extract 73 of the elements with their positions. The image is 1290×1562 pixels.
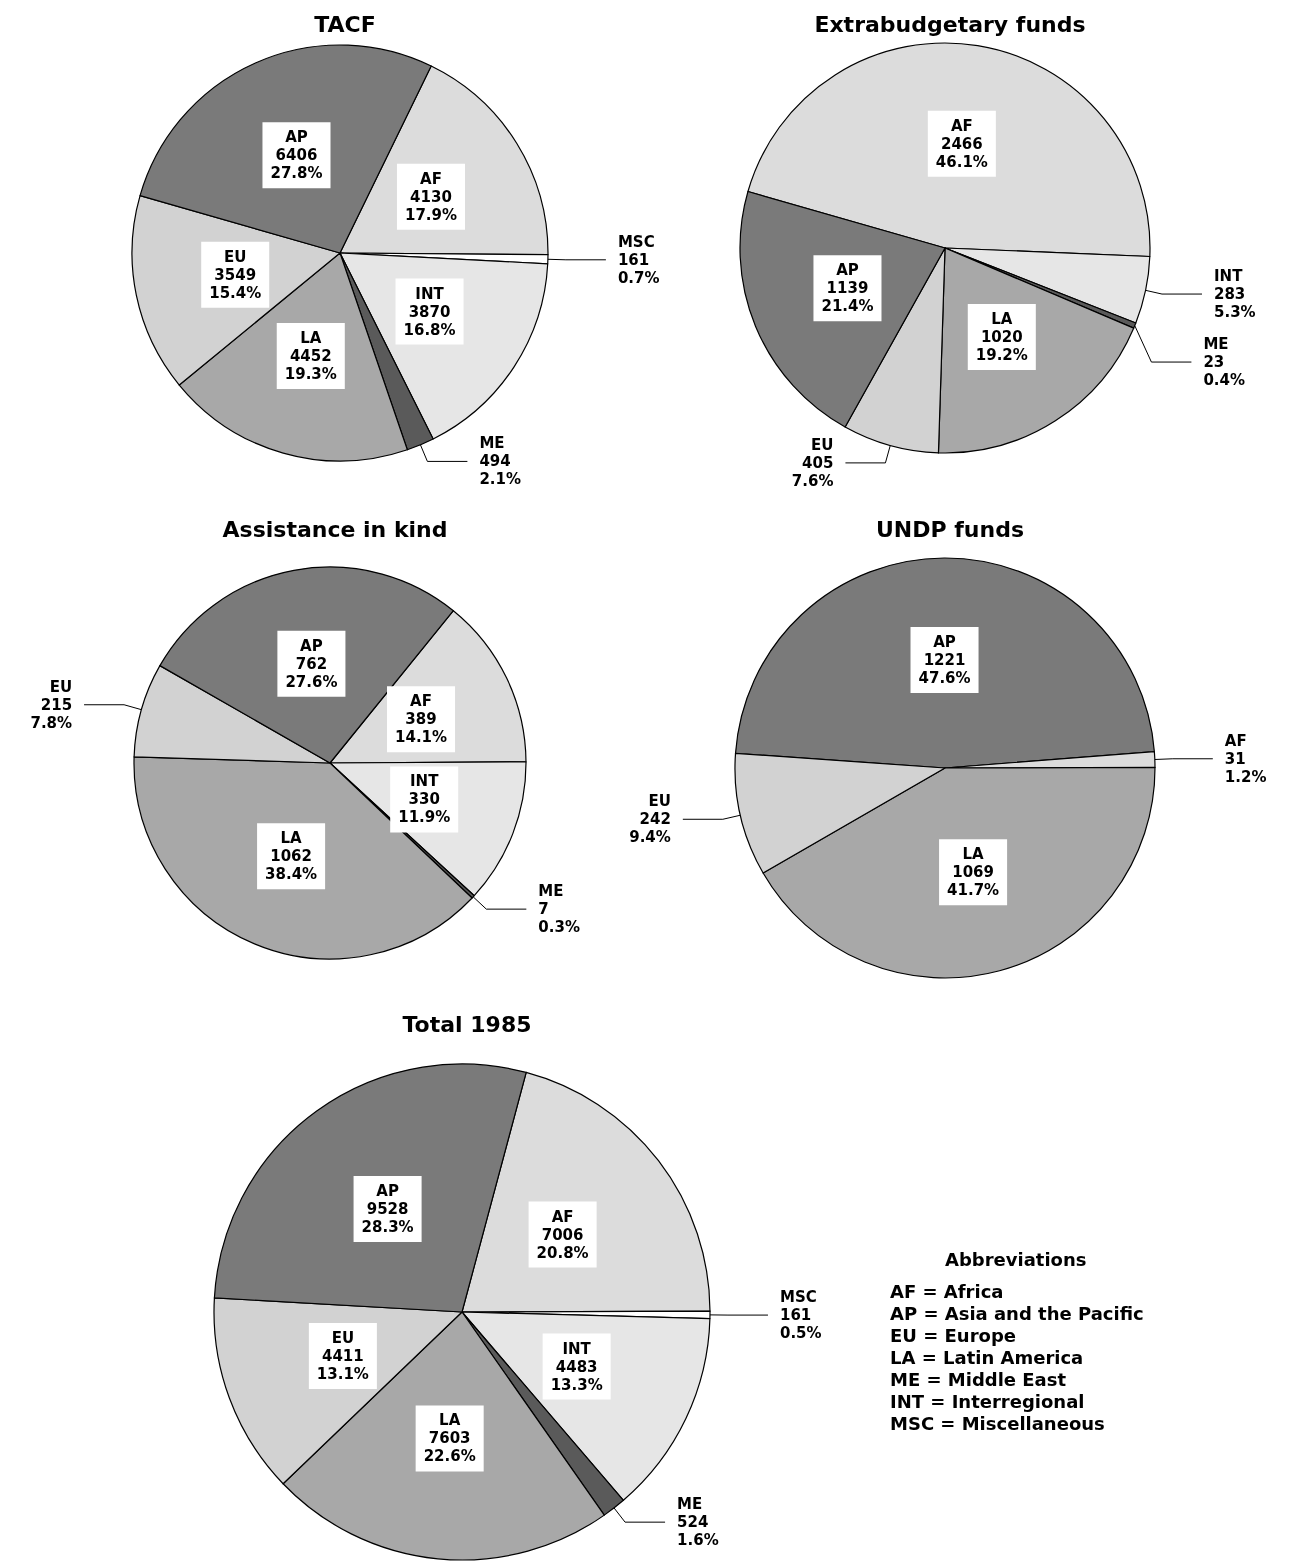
slice-label: MSC xyxy=(779,1288,817,1307)
data-label: 1020 19.2% xyxy=(975,327,1028,364)
slice-label: LA xyxy=(300,328,322,347)
text: INT = Interregional xyxy=(890,1390,1085,1412)
data-label: 3870 16.8% xyxy=(403,302,456,339)
slice-label: EU xyxy=(224,247,247,266)
slice-label: AP xyxy=(376,1182,399,1201)
chart-title: Total 1985 xyxy=(402,1011,532,1037)
slice-label: INT xyxy=(410,772,440,791)
slice-label: ME xyxy=(479,434,505,453)
data-label: 2466 46.1% xyxy=(935,134,988,171)
data-label: 494 2.1% xyxy=(479,452,522,489)
data-label: 4483 13.3% xyxy=(550,1357,603,1394)
text: LA = Latin America xyxy=(890,1346,1084,1368)
data-label: 330 11.9% xyxy=(398,790,451,827)
slice-label: AF xyxy=(420,169,442,188)
slice-label: ME xyxy=(1203,335,1229,354)
slice-label: AP xyxy=(300,636,323,655)
chart-title: TACF xyxy=(314,11,376,37)
data-label: 4452 19.3% xyxy=(284,346,337,383)
text: AF = Africa xyxy=(890,1280,1004,1302)
data-label: 7 0.3% xyxy=(538,900,580,937)
data-label: 389 14.1% xyxy=(395,710,448,747)
data-label: 762 27.6% xyxy=(285,654,338,691)
data-label: 215 7.8% xyxy=(30,695,73,732)
slice-label: INT xyxy=(562,1339,592,1358)
text: MSC = Miscellaneous xyxy=(890,1412,1105,1434)
data-label: 405 7.6% xyxy=(791,453,834,490)
data-label: 7603 22.6% xyxy=(423,1429,476,1466)
data-label: 161 0.7% xyxy=(617,250,660,287)
data-label: 3549 15.4% xyxy=(209,265,262,302)
chart-title: UNDP funds xyxy=(875,516,1025,542)
data-label: 9528 28.3% xyxy=(361,1200,414,1237)
slice-label: ME xyxy=(677,1495,703,1514)
slice-label: AF xyxy=(410,692,432,711)
data-label: 31 1.2% xyxy=(1224,749,1267,786)
slice-label: AP xyxy=(933,633,956,651)
slice-label: ME xyxy=(538,882,564,901)
slice-label: INT xyxy=(1214,267,1244,286)
text: AP = Asia and the Pacific xyxy=(890,1302,1144,1324)
data-label: 7006 20.8% xyxy=(536,1225,589,1262)
data-label: 1069 41.7% xyxy=(947,863,1000,900)
slice-label: INT xyxy=(415,284,445,303)
slice-label: LA xyxy=(991,309,1013,328)
data-label: 4411 13.1% xyxy=(316,1347,369,1384)
data-label: 283 5.3% xyxy=(1214,285,1256,322)
text: EU = Europe xyxy=(890,1324,1016,1346)
slice-label: LA xyxy=(439,1411,461,1430)
data-label: 6406 27.8% xyxy=(270,146,323,183)
slice-label: AF xyxy=(551,1207,574,1226)
slice-label: EU xyxy=(331,1329,355,1348)
data-label: 1139 21.4% xyxy=(821,279,874,316)
data-label: 242 9.4% xyxy=(629,810,671,847)
slice-label: LA xyxy=(962,845,985,864)
text: ME = Middle East xyxy=(890,1368,1067,1390)
text: Abbreviations xyxy=(945,1248,1087,1270)
data-label: 4130 17.9% xyxy=(404,187,457,224)
slice-label: MSC xyxy=(617,232,655,251)
chart-title: Assistance in kind xyxy=(222,516,448,542)
data-label: 524 1.6% xyxy=(677,1513,719,1550)
data-label: 1221 47.6% xyxy=(918,651,971,687)
chart-title: Extrabudgetary funds xyxy=(814,11,1086,37)
slice-label: AP xyxy=(285,128,308,147)
slice-label: AP xyxy=(836,261,859,280)
slice-label: EU xyxy=(810,435,834,454)
slice-label: EU xyxy=(49,677,73,696)
slice-label: AF xyxy=(950,116,973,135)
slice-label: EU xyxy=(648,792,671,811)
data-label: 1062 38.4% xyxy=(265,847,318,884)
data-label: 23 0.4% xyxy=(1203,353,1246,390)
slice-label: AF xyxy=(1224,731,1247,750)
slice-label: LA xyxy=(280,829,303,848)
data-label: 161 0.5% xyxy=(779,1306,822,1343)
